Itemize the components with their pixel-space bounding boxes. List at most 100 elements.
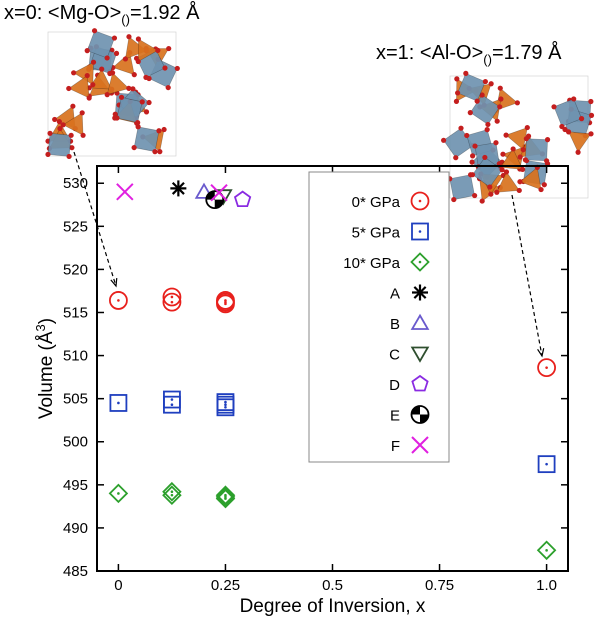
- oxygen-atom: [109, 70, 116, 76]
- data-point-diamond: [108, 483, 129, 504]
- oxygen-atom: [470, 153, 476, 159]
- oxygen-atom: [174, 65, 180, 72]
- tetrahedron-shape: [519, 166, 542, 191]
- oxygen-atom: [510, 146, 516, 152]
- oxygen-atom: [458, 125, 464, 131]
- series-cross: [116, 183, 228, 202]
- y-tick-label: 530: [63, 175, 88, 192]
- oxygen-atom: [157, 149, 163, 155]
- arrow-head: [110, 277, 118, 288]
- data-point-pentagon: [233, 190, 252, 208]
- oxygen-atom: [519, 166, 526, 172]
- oxygen-atom: [588, 112, 595, 118]
- oxygen-atom: [122, 56, 129, 62]
- oxygen-atom: [541, 182, 547, 188]
- oxygen-atom: [114, 115, 120, 121]
- oxygen-atom: [469, 159, 475, 165]
- oxygen-atom: [575, 149, 581, 155]
- legend-label: E: [390, 408, 400, 425]
- data-point-diamond: [162, 485, 182, 505]
- octahedron-shape: [116, 96, 143, 123]
- oxygen-atom: [131, 144, 137, 151]
- oxygen-atom: [130, 86, 136, 92]
- oxygen-atom: [571, 96, 577, 102]
- series-half-circle: [205, 190, 225, 210]
- legend-label: A: [390, 286, 400, 303]
- oxygen-atom: [131, 72, 137, 78]
- x-tick-label: 0.5: [322, 577, 343, 594]
- tetrahedron-shape: [495, 87, 518, 111]
- oxygen-atom: [485, 121, 491, 128]
- tetrahedron-shape: [112, 52, 135, 76]
- tetrahedron-shape: [137, 38, 159, 63]
- oxygen-atom: [498, 96, 504, 102]
- oxygen-atom: [494, 189, 500, 195]
- oxygen-atom: [104, 55, 110, 61]
- data-point-square: [216, 395, 235, 414]
- data-point-diamond: [162, 481, 182, 502]
- x-tick-label: 0.25: [211, 577, 240, 594]
- data-point-square: [163, 395, 181, 414]
- oxygen-atom: [517, 154, 523, 160]
- oxygen-atom: [516, 187, 522, 194]
- oxygen-atom: [551, 104, 557, 110]
- annotation-left-prefix: x=0: <Mg-O>: [4, 2, 122, 24]
- oxygen-atom: [69, 145, 75, 151]
- y-axis-label: Volume (Å3): [33, 318, 57, 419]
- oxygen-atom: [514, 100, 520, 106]
- oxygen-atom: [469, 172, 476, 178]
- annotation-right-value: =1.79 Å: [491, 42, 562, 64]
- oxygen-atom: [84, 48, 90, 54]
- oxygen-atom: [146, 99, 152, 106]
- arrow-head: [537, 348, 545, 358]
- oxygen-atom: [91, 28, 98, 34]
- oxygen-atom: [538, 186, 544, 193]
- annotation-right-sub: (): [483, 52, 492, 67]
- data-point-half-circle: [205, 190, 225, 210]
- oxygen-atom: [500, 151, 506, 157]
- data-point-star: [170, 180, 187, 197]
- oxygen-atom: [165, 84, 171, 91]
- oxygen-atom: [503, 132, 509, 138]
- oxygen-atom: [126, 85, 132, 91]
- oxygen-atom: [544, 158, 550, 164]
- legend-marker-pentagon: [411, 374, 429, 392]
- oxygen-atom: [56, 119, 62, 125]
- oxygen-atom: [441, 137, 447, 143]
- oxygen-atom: [472, 192, 478, 199]
- oxygen-atom: [578, 116, 585, 122]
- oxygen-atom: [84, 72, 90, 79]
- annotation-right-prefix: x=1: <Al-O>: [376, 42, 484, 64]
- oxygen-atom: [156, 128, 162, 134]
- oxygen-atom: [126, 34, 132, 40]
- legend-label: B: [390, 316, 400, 333]
- tetrahedron-shape: [568, 131, 592, 153]
- legend-marker-circle: [410, 191, 430, 211]
- y-tick-label: 495: [63, 477, 88, 494]
- oxygen-atom: [143, 109, 150, 115]
- oxygen-atom: [166, 45, 172, 52]
- tetrahedron-shape: [106, 72, 130, 96]
- data-point-circle: [537, 358, 556, 378]
- series-circle: [109, 287, 556, 378]
- tetrahedron-shape: [62, 112, 84, 136]
- oxygen-atom: [86, 95, 92, 101]
- oxygen-atom: [503, 169, 510, 175]
- annotation-arrows: [73, 151, 545, 358]
- tetrahedron-shape: [499, 148, 524, 170]
- oxygen-atom: [52, 116, 58, 123]
- oxygen-atom: [60, 122, 66, 128]
- oxygen-atom: [484, 127, 490, 133]
- data-point-cross: [116, 183, 134, 201]
- oxygen-atom: [488, 191, 494, 197]
- oxygen-atom: [524, 124, 530, 131]
- tetrahedron-shape: [68, 75, 90, 99]
- oxygen-atom: [66, 85, 72, 92]
- unit-cell-box: [47, 31, 177, 157]
- octahedron-shape: [47, 132, 72, 157]
- series-star: [170, 180, 187, 197]
- y-tick-label: 525: [63, 218, 88, 235]
- oxygen-atom: [488, 81, 494, 87]
- oxygen-atom: [588, 98, 594, 105]
- oxygen-atom: [487, 184, 493, 190]
